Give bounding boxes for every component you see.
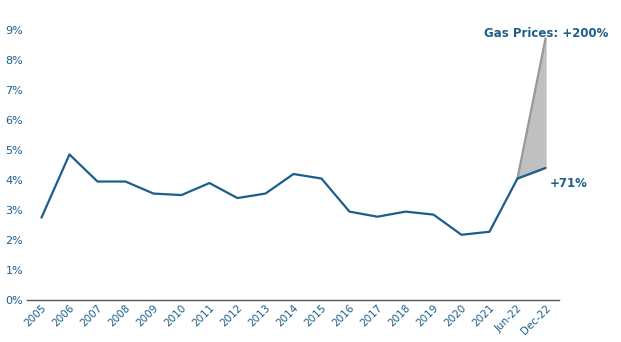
Text: +71%: +71%: [550, 177, 587, 190]
Text: Gas Prices: +200%: Gas Prices: +200%: [484, 27, 608, 40]
